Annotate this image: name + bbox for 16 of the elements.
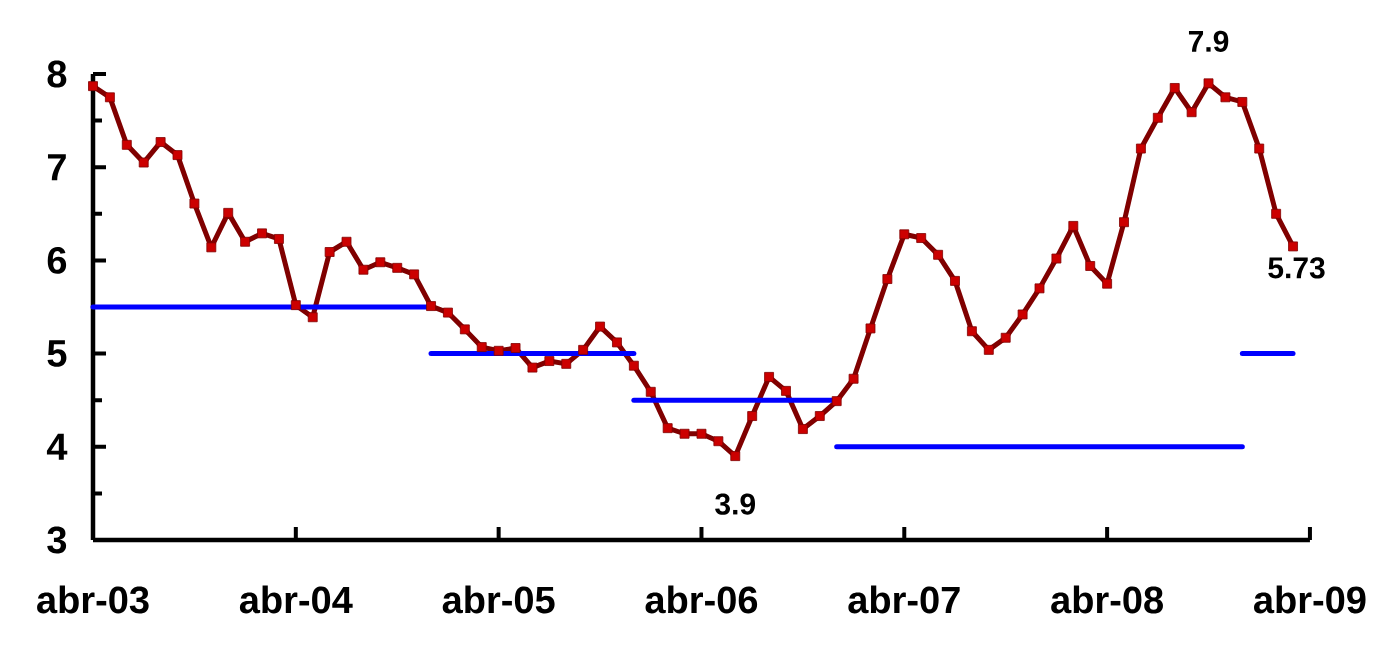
y-tick-label: 5 — [47, 340, 67, 367]
x-tick-label: abr-04 — [239, 585, 353, 614]
x-tick-label: abr-06 — [645, 585, 758, 614]
annotation: 3.9 — [715, 493, 756, 515]
annotation: 5.73 — [1268, 257, 1325, 279]
y-tick-label: 7 — [47, 154, 66, 181]
y-tick-label: 6 — [47, 246, 67, 274]
x-tick-label: abr-07 — [848, 585, 960, 614]
annotation: 7.9 — [1188, 30, 1229, 52]
x-tick-label: abr-09 — [1254, 585, 1366, 614]
y-tick-label: 3 — [47, 526, 67, 554]
x-tick-label: abr-08 — [1051, 585, 1163, 614]
y-tick-label: 8 — [47, 60, 67, 88]
y-tick-label: 4 — [46, 433, 68, 460]
x-tick-label: abr-03 — [37, 585, 149, 614]
x-tick-label: abr-05 — [442, 585, 555, 614]
